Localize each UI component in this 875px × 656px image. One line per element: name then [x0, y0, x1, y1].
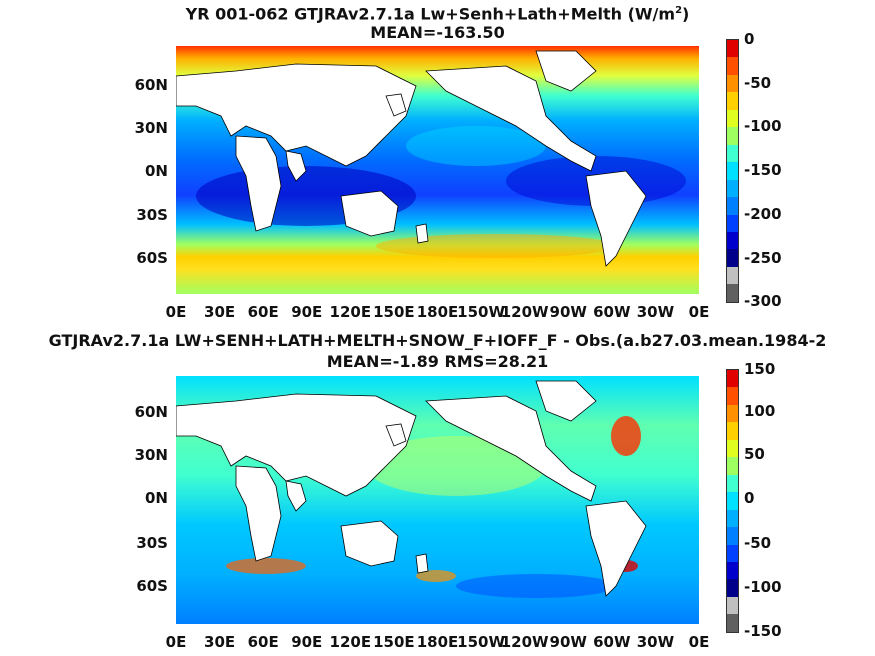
lon-label: 90E	[291, 633, 323, 651]
colorbar-segment	[727, 74, 738, 93]
lon-label: 60E	[247, 633, 279, 651]
top-map-title: YR 001-062 GTJRAv2.7.1a Lw+Senh+Lath+Mel…	[185, 4, 690, 24]
bottom-lat-label: 0N	[145, 489, 168, 507]
colorbar-segment	[727, 127, 738, 145]
lon-label: 150E	[373, 633, 415, 651]
lon-label: 60W	[593, 633, 631, 651]
top-colorbar	[726, 39, 739, 303]
colorbar-segment	[727, 109, 738, 128]
lon-label: 180E	[416, 303, 459, 321]
top-colorbar-label: -150	[744, 161, 782, 179]
lon-label: 0E	[165, 303, 187, 321]
top-map-plot	[176, 46, 699, 294]
top-lat-label: 0N	[145, 162, 168, 180]
lon-label: 120E	[329, 303, 372, 321]
lon-label: 150W	[457, 303, 506, 321]
bottom-colorbar-label: -100	[744, 578, 782, 596]
top-lat-label: 60N	[134, 76, 168, 94]
colorbar-segment	[727, 492, 738, 510]
bottom-colorbar-label: 0	[744, 489, 755, 507]
lon-label: 30W	[636, 633, 675, 651]
top-colorbar-label: 0	[744, 30, 755, 48]
bottom-colorbar-label: -50	[744, 534, 772, 552]
lon-label: 60E	[247, 303, 279, 321]
colorbar-segment	[727, 439, 738, 458]
colorbar-segment	[727, 404, 738, 423]
colorbar-segment	[727, 144, 738, 163]
lon-label: 180E	[416, 633, 459, 651]
lon-label: 30W	[636, 303, 675, 321]
lon-label: 0E	[688, 303, 710, 321]
colorbar-segment	[727, 422, 738, 440]
lon-label: 120W	[500, 633, 549, 651]
colorbar-segment	[727, 596, 738, 615]
colorbar-segment	[727, 214, 738, 232]
bottom-colorbar-label: 150	[744, 360, 776, 378]
colorbar-segment	[727, 162, 738, 180]
bottom-lat-label: 60N	[134, 403, 168, 421]
colorbar-segment	[727, 457, 738, 475]
bottom-lat-label: 30S	[136, 534, 168, 552]
colorbar-segment	[727, 179, 738, 198]
top-colorbar-label: -300	[744, 292, 782, 310]
bottom-map-plot	[176, 376, 699, 624]
colorbar-segment	[727, 231, 738, 250]
lon-label: 30E	[204, 633, 236, 651]
colorbar-segment	[727, 57, 738, 75]
colorbar-segment	[727, 284, 738, 302]
bottom-map-subtitle: MEAN=-1.89 RMS=28.21	[326, 352, 549, 371]
lon-label: 150E	[373, 303, 415, 321]
bottom-colorbar-label: 50	[744, 445, 765, 463]
colorbar-segment	[727, 249, 738, 267]
colorbar-segment	[727, 40, 738, 58]
colorbar-segment	[727, 370, 738, 388]
bottom-colorbar	[726, 369, 739, 633]
lon-label: 60W	[593, 303, 631, 321]
top-colorbar-label: -50	[744, 74, 772, 92]
lon-label: 120W	[500, 303, 549, 321]
colorbar-segment	[727, 266, 738, 285]
top-colorbar-label: -200	[744, 205, 782, 223]
bottom-colorbar-label: -150	[744, 622, 782, 640]
lon-label: 90E	[291, 303, 323, 321]
top-map-field	[176, 46, 699, 294]
bottom-map-title: GTJRAv2.7.1a LW+SENH+LATH+MELTH+SNOW_F+I…	[48, 331, 827, 350]
bottom-map-field	[176, 376, 699, 624]
colorbar-segment	[727, 544, 738, 562]
lon-label: 150W	[457, 633, 506, 651]
lon-label: 0E	[165, 633, 187, 651]
colorbar-segment	[727, 197, 738, 215]
bottom-colorbar-label: 100	[744, 402, 776, 420]
colorbar-segment	[727, 92, 738, 110]
lon-label: 30E	[204, 303, 236, 321]
colorbar-segment	[727, 561, 738, 580]
top-colorbar-label: -250	[744, 249, 782, 267]
colorbar-segment	[727, 527, 738, 545]
lon-label: 120E	[329, 633, 372, 651]
colorbar-segment	[727, 579, 738, 597]
colorbar-segment	[727, 387, 738, 405]
lon-label: 90W	[549, 633, 587, 651]
top-lat-label: 60S	[136, 249, 168, 267]
top-lat-label: 30N	[134, 119, 168, 137]
top-lat-label: 30S	[136, 206, 168, 224]
top-map-subtitle: MEAN=-163.50	[370, 23, 505, 42]
bottom-lat-label: 60S	[136, 577, 168, 595]
lon-label: 90W	[549, 303, 587, 321]
colorbar-segment	[727, 614, 738, 632]
colorbar-segment	[727, 474, 738, 493]
lon-label: 0E	[688, 633, 710, 651]
colorbar-segment	[727, 509, 738, 528]
bottom-lat-label: 30N	[134, 446, 168, 464]
top-colorbar-label: -100	[744, 117, 782, 135]
